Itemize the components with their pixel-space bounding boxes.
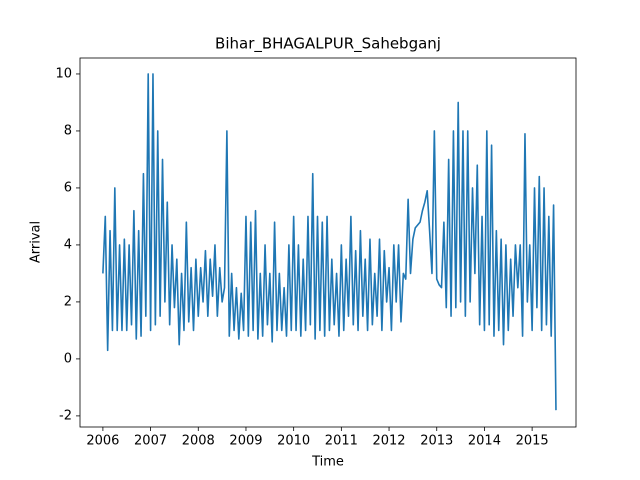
x-tick-label: 2009 xyxy=(229,434,262,449)
chart-title: Bihar_BHAGALPUR_Sahebganj xyxy=(215,35,441,54)
x-tick-label: 2010 xyxy=(277,434,310,449)
y-tick-label: -2 xyxy=(59,408,72,423)
y-tick-label: 4 xyxy=(64,237,72,252)
x-tick-label: 2012 xyxy=(372,434,405,449)
data-line xyxy=(102,73,557,411)
plot-frame xyxy=(79,57,577,428)
x-tick-label: 2011 xyxy=(325,434,358,449)
y-tick-label: 10 xyxy=(55,66,72,81)
y-tick-label: 0 xyxy=(64,351,72,366)
y-tick-label: 2 xyxy=(64,294,72,309)
x-tick-label: 2006 xyxy=(86,434,119,449)
x-tick-label: 2008 xyxy=(182,434,215,449)
x-axis-label: Time xyxy=(311,455,344,470)
x-tick-label: 2015 xyxy=(516,434,549,449)
y-tick-label: 6 xyxy=(64,180,72,195)
x-tick-label: 2014 xyxy=(468,434,501,449)
x-tick-label: 2013 xyxy=(420,434,453,449)
y-axis-label: Arrival xyxy=(29,221,44,263)
x-tick-label: 2007 xyxy=(134,434,167,449)
y-tick-label: 8 xyxy=(64,123,72,138)
